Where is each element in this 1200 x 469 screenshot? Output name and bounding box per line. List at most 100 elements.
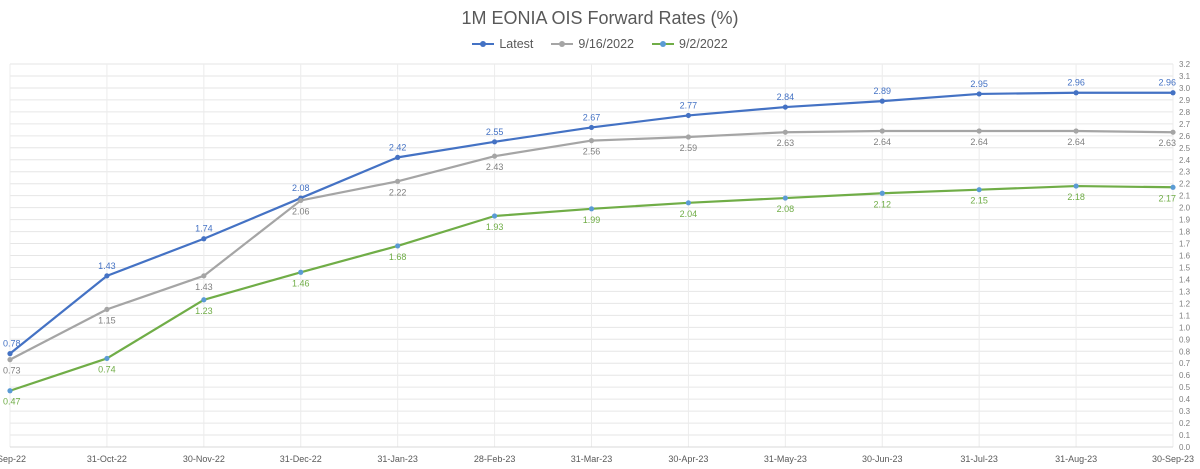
x-tick-label: 30-Jun-23 <box>862 454 903 464</box>
y-tick-label: 2.0 <box>1179 204 1191 213</box>
data-label: 2.56 <box>583 147 601 157</box>
data-label: 2.42 <box>389 142 407 152</box>
data-point <box>1073 183 1079 189</box>
data-label: 2.08 <box>777 204 795 214</box>
y-tick-label: 2.6 <box>1179 132 1191 141</box>
data-label: 2.95 <box>970 79 988 89</box>
y-tick-label: 2.9 <box>1179 96 1191 105</box>
data-label: 2.63 <box>1158 138 1176 148</box>
data-point <box>685 200 692 206</box>
data-label: 0.78 <box>3 339 21 349</box>
legend-item-sep16[interactable]: 9/16/2022 <box>551 37 634 51</box>
data-point <box>7 357 13 363</box>
x-tick-label: 31-Jul-23 <box>960 454 998 464</box>
data-point <box>298 269 304 275</box>
x-tick-label: 31-Oct-22 <box>87 454 127 464</box>
y-tick-label: 0.6 <box>1179 371 1191 380</box>
data-point <box>1170 129 1176 135</box>
y-tick-label: 2.4 <box>1179 156 1191 165</box>
data-point <box>395 154 401 160</box>
data-point <box>1073 90 1079 96</box>
data-point <box>1073 128 1079 134</box>
y-tick-label: 2.2 <box>1179 180 1191 189</box>
data-label: 1.46 <box>292 278 310 288</box>
legend-label-sep16: 9/16/2022 <box>578 37 634 51</box>
data-point <box>201 273 207 279</box>
y-tick-label: 1.7 <box>1179 240 1191 249</box>
data-point <box>782 129 788 135</box>
data-label: 2.17 <box>1158 193 1176 203</box>
data-point <box>976 128 982 134</box>
data-label: 1.15 <box>98 315 116 325</box>
data-label: 2.59 <box>680 143 698 153</box>
data-point <box>1170 90 1176 96</box>
data-label: 2.08 <box>292 183 310 193</box>
y-tick-label: 0.2 <box>1179 419 1191 428</box>
data-point <box>395 178 401 184</box>
x-tick-label: 31-Jan-23 <box>377 454 418 464</box>
data-label: 1.23 <box>195 306 213 316</box>
y-tick-label: 1.5 <box>1179 263 1191 272</box>
data-point <box>879 98 885 104</box>
y-tick-label: 0.8 <box>1179 347 1191 356</box>
data-point <box>201 297 207 303</box>
y-tick-label: 3.0 <box>1179 84 1191 93</box>
data-label: 2.64 <box>970 137 988 147</box>
legend-swatch-sep2 <box>652 39 674 49</box>
y-tick-label: 0.1 <box>1179 431 1191 440</box>
legend-item-latest[interactable]: Latest <box>472 37 533 51</box>
data-point <box>976 91 982 97</box>
y-tick-label: 2.3 <box>1179 168 1191 177</box>
data-point <box>588 124 595 131</box>
x-tick-label: 28-Feb-23 <box>474 454 516 464</box>
y-tick-label: 1.3 <box>1179 287 1191 296</box>
legend-label-latest: Latest <box>499 37 534 51</box>
data-point <box>104 355 110 362</box>
y-tick-label: 2.5 <box>1179 144 1191 153</box>
data-point <box>879 128 885 134</box>
y-tick-label: 2.7 <box>1179 120 1191 129</box>
data-point <box>395 243 401 249</box>
data-point <box>782 104 788 110</box>
y-tick-label: 1.6 <box>1179 252 1191 261</box>
legend-swatch-latest <box>472 39 495 49</box>
x-tick-label: 31-Aug-23 <box>1055 454 1097 464</box>
data-label: 2.64 <box>873 137 891 147</box>
y-tick-label: 0.0 <box>1179 443 1191 452</box>
data-label: 1.74 <box>195 224 213 234</box>
y-tick-label: 0.4 <box>1179 395 1191 404</box>
data-point <box>491 153 498 159</box>
data-label: 1.43 <box>98 261 116 271</box>
data-point <box>104 306 110 312</box>
data-point <box>7 388 13 394</box>
data-point <box>976 187 982 193</box>
data-label: 2.84 <box>777 92 795 102</box>
data-label: 2.89 <box>873 86 891 96</box>
chart-title: 1M EONIA OIS Forward Rates (%) <box>461 8 739 28</box>
x-tick-label: -Sep-22 <box>0 454 26 464</box>
x-tick-label: 31-Mar-23 <box>571 454 613 464</box>
y-tick-label: 3.1 <box>1179 72 1191 81</box>
y-tick-label: 1.4 <box>1179 275 1191 284</box>
y-tick-label: 1.9 <box>1179 216 1191 225</box>
data-point <box>1170 184 1176 190</box>
data-point <box>879 190 885 196</box>
data-label: 0.74 <box>98 364 116 374</box>
y-tick-label: 2.1 <box>1179 192 1191 201</box>
y-tick-label: 1.1 <box>1179 311 1191 320</box>
data-point <box>685 112 692 119</box>
data-point <box>588 138 595 144</box>
legend-label-sep2: 9/2/2022 <box>679 37 728 51</box>
data-label: 2.64 <box>1067 137 1085 147</box>
y-tick-label: 2.8 <box>1179 108 1191 117</box>
data-label: 2.12 <box>873 199 891 209</box>
data-label: 2.15 <box>970 196 988 206</box>
y-tick-label: 1.2 <box>1179 299 1191 308</box>
data-label: 0.73 <box>3 366 21 376</box>
legend-item-sep2[interactable]: 9/2/2022 <box>652 37 728 51</box>
data-label: 1.68 <box>389 252 407 262</box>
legend: Latest 9/16/2022 9/2/2022 <box>0 37 1200 51</box>
data-point <box>588 206 595 212</box>
y-tick-label: 0.5 <box>1179 383 1191 392</box>
